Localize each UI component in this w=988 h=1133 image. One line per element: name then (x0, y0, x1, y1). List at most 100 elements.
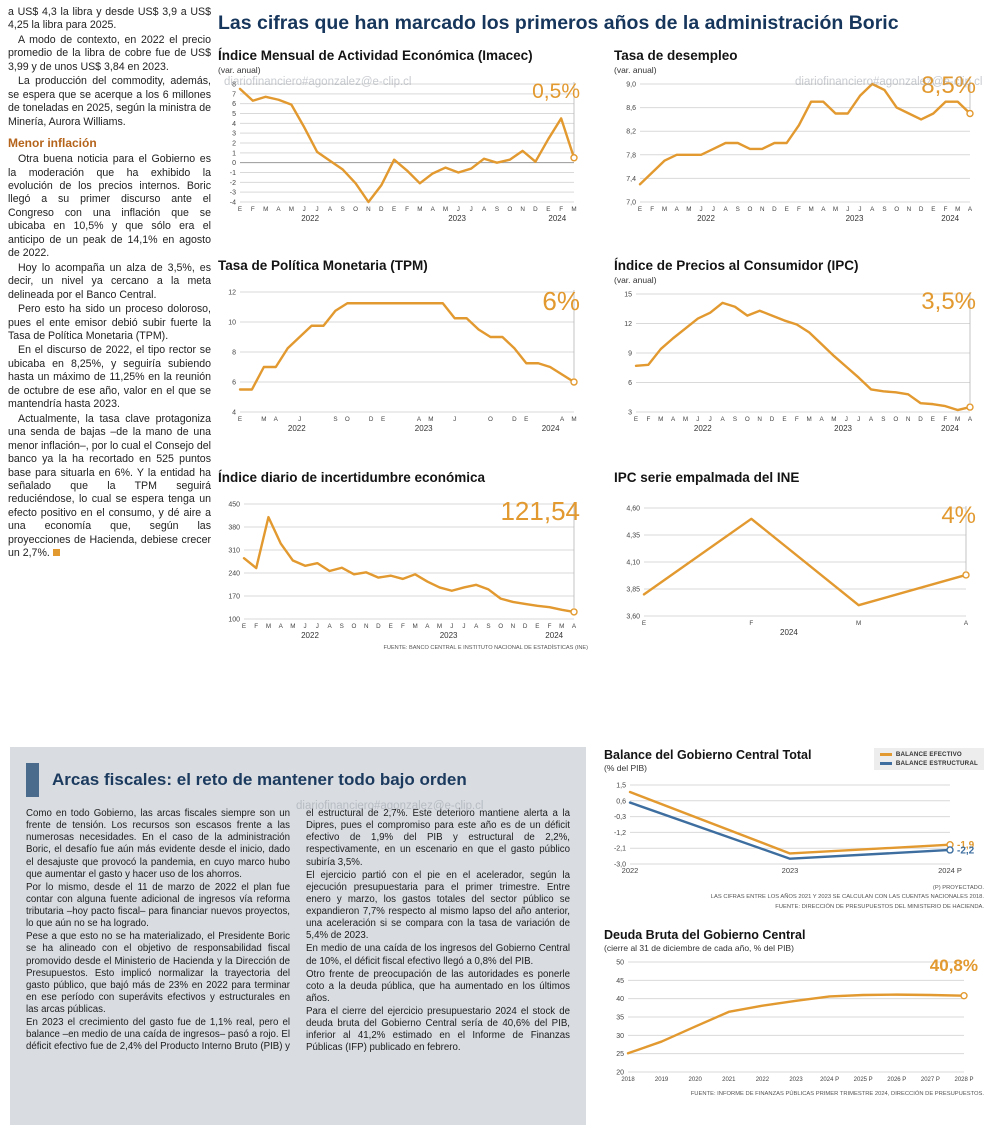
plot-wrap: 40,8% 50 45 40 35 30 25 20 2018 2019 2020 2021 2022… (604, 956, 984, 1088)
svg-text:-3,0: -3,0 (614, 862, 626, 869)
paragraph: Para el cierre del ejercicio presupuesta… (306, 1006, 570, 1054)
svg-text:2024: 2024 (548, 214, 566, 223)
svg-text:F: F (795, 416, 799, 423)
svg-text:2022: 2022 (756, 1077, 770, 1083)
fiscal-box: Arcas fiscales: el reto de mantener todo… (10, 747, 586, 1125)
paragraph: Pero esto ha sido un proceso doloroso, p… (8, 303, 211, 342)
svg-text:F: F (401, 623, 405, 630)
svg-text:A: A (276, 206, 281, 213)
svg-text:310: 310 (228, 547, 240, 554)
footnote: (P) PROYECTADO. (932, 885, 984, 891)
svg-text:J: J (304, 623, 307, 630)
paragraph: Actualmente, la tasa clave protagoniza u… (8, 412, 211, 560)
svg-text:2024 P: 2024 P (820, 1077, 839, 1083)
svg-text:J: J (450, 623, 453, 630)
svg-text:O: O (345, 416, 350, 423)
section-heading: Menor inflación (8, 136, 97, 151)
latest-value: 4% (941, 501, 976, 529)
svg-text:45: 45 (616, 978, 624, 985)
svg-text:A: A (482, 206, 487, 213)
legend-item-efectivo: BALANCE EFECTIVO (879, 751, 978, 758)
svg-text:40: 40 (616, 996, 624, 1003)
svg-text:F: F (650, 206, 654, 213)
svg-text:100: 100 (228, 616, 240, 623)
svg-text:E: E (381, 416, 385, 423)
paragraph: En 2023 el crecimiento del gasto fue de … (26, 808, 570, 1053)
paragraph: El ejercicio partió con el pie en el ace… (306, 869, 570, 942)
svg-text:S: S (736, 206, 740, 213)
svg-text:J: J (315, 206, 318, 213)
svg-text:M: M (833, 206, 838, 213)
svg-text:2024: 2024 (542, 424, 560, 433)
svg-text:M: M (571, 416, 576, 423)
svg-text:M: M (571, 206, 576, 213)
plot-wrap: 6% 12 10 8 6 4 E M A J S O D E A M J O D E A M 2022 2023 2024 (218, 286, 588, 436)
svg-text:E: E (524, 416, 528, 423)
svg-text:2024: 2024 (941, 424, 959, 433)
latest-value: 6% (542, 285, 580, 316)
svg-text:J: J (457, 206, 460, 213)
svg-text:0: 0 (232, 160, 236, 167)
svg-text:N: N (907, 206, 912, 213)
svg-text:J: J (298, 416, 301, 423)
svg-text:2020: 2020 (689, 1077, 703, 1083)
svg-text:J: J (700, 206, 703, 213)
chart-title: Índice diario de incertidumbre económica (218, 470, 486, 485)
balance-header: Balance del Gobierno Central Total (% de… (604, 748, 984, 773)
svg-text:8,2: 8,2 (626, 128, 636, 135)
svg-text:A: A (720, 416, 725, 423)
svg-text:M: M (686, 206, 691, 213)
chart-title: Índice de Precios al Consumidor (IPC) (614, 258, 859, 273)
svg-text:A: A (675, 206, 680, 213)
svg-text:A: A (425, 623, 430, 630)
chart-tpm: Tasa de Política Monetaria (TPM) 6% 12 10… (218, 258, 588, 470)
title-accent-bar (26, 763, 39, 797)
balance-plot: 1,5 0,6 -0,3 -1,2 -2,1 -3,0 -1,9-2,2 2022 2023 20… (614, 783, 975, 876)
paragraph: Por lo mismo, desde el 11 de marzo de 20… (26, 881, 290, 930)
svg-text:J: J (462, 623, 465, 630)
svg-text:E: E (634, 416, 638, 423)
svg-text:O: O (488, 416, 493, 423)
svg-text:D: D (379, 206, 384, 213)
chart-subtitle: (var. anual) (614, 274, 657, 285)
svg-text:2019: 2019 (655, 1077, 669, 1083)
chart-subtitle: (% del PIB) (604, 763, 647, 773)
balance-footnotes: (P) PROYECTADO. LAS CIFRAS ENTRE LOS AÑOS… (604, 884, 984, 912)
svg-text:J: J (709, 416, 712, 423)
charts-grid: Índice Mensual de Actividad Económica (I… (218, 48, 984, 651)
desempleo-plot-area: 9,0 8,6 8,2 7,8 7,4 7,0 E F M A M J J A S O N D E F M A M J J A S O… (614, 78, 984, 226)
svg-text:J: J (857, 416, 860, 423)
svg-text:D: D (523, 623, 528, 630)
chart-title: Tasa de Política Monetaria (TPM) (218, 258, 428, 273)
svg-text:D: D (369, 416, 374, 423)
svg-text:M: M (808, 206, 813, 213)
balance-plot-area: 1,5 0,6 -0,3 -1,2 -2,1 -3,0 -1,9 -2,2 2022 2023 20… (604, 777, 984, 882)
svg-text:O: O (352, 623, 357, 630)
svg-text:D: D (918, 416, 923, 423)
svg-text:2022: 2022 (288, 424, 306, 433)
paragraph: A modo de contexto, en 2022 el precio pr… (8, 33, 211, 73)
svg-text:J: J (696, 416, 699, 423)
svg-text:2: 2 (232, 140, 236, 147)
svg-text:A: A (821, 206, 826, 213)
svg-text:A: A (819, 416, 824, 423)
latest-value: 40,8% (929, 956, 978, 975)
svg-text:S: S (881, 416, 885, 423)
svg-text:3: 3 (232, 130, 236, 137)
deuda-plot-area: 50 45 40 35 30 25 20 2018 2019 2020 2021 2022 2023 20… (604, 956, 984, 1088)
svg-text:25: 25 (616, 1051, 624, 1058)
fiscal-text-columns: Como en todo Gobierno, las arcas fiscale… (26, 808, 570, 1055)
chart-subtitle: (cierre al 31 de diciembre de cada año, … (604, 943, 794, 953)
legend-swatch-blue (879, 762, 892, 765)
svg-text:450: 450 (228, 501, 240, 508)
svg-text:N: N (366, 206, 371, 213)
svg-text:A: A (964, 620, 969, 627)
svg-text:J: J (845, 416, 848, 423)
svg-text:9,0: 9,0 (626, 81, 636, 88)
chart-title: Deuda Bruta del Gobierno Central (604, 928, 806, 942)
svg-text:F: F (797, 206, 801, 213)
